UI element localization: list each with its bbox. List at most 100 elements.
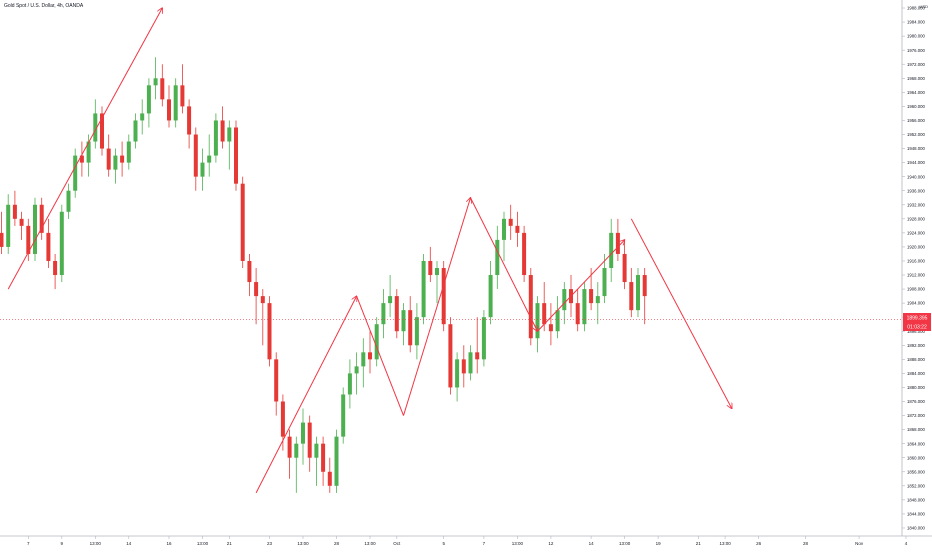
candle [180,64,185,114]
candle [106,134,111,177]
candle-body [602,268,607,297]
candle-body [46,232,51,261]
candle [6,194,11,254]
x-tick-label: 13:00 [364,541,376,546]
candle [642,268,647,325]
candle [247,253,252,297]
trend-arrow[interactable] [537,240,625,332]
candle [33,197,37,261]
candle-body [468,352,473,374]
candle-body [100,113,104,149]
candle [515,211,520,247]
x-tick-label: 14 [126,541,132,546]
candle [435,260,439,304]
candle [401,303,406,346]
candle-body [247,260,252,283]
x-tick-label: 28 [334,541,340,546]
x-tick-label: 14 [589,541,595,546]
trend-arrow[interactable] [630,218,732,409]
candle-body [160,78,165,100]
y-tick-label: 1920.000 [907,245,926,250]
candle-body [589,289,594,304]
candle [140,99,145,135]
y-tick-label: 1876.000 [907,399,926,404]
trend-arrow[interactable] [470,197,538,332]
candle [455,352,460,402]
candle-body [220,120,225,142]
candle-body [0,232,4,247]
candle [441,260,446,332]
countdown-tag [903,322,931,331]
candle-body [93,113,98,142]
candle-body [200,162,205,177]
candle-body [408,310,413,346]
candle-body [140,113,145,121]
candle [582,282,587,332]
trend-arrow[interactable] [403,198,471,416]
y-tick-label: 1852.000 [907,483,926,488]
candle [502,211,506,261]
trend-line[interactable] [356,295,404,416]
candle-body [414,317,419,346]
candle [173,78,178,128]
candle [475,317,480,374]
candle-body [180,85,185,107]
candle-body [522,232,527,276]
candle [12,190,17,226]
candle [146,78,151,128]
x-tick-label: 9 [61,541,64,546]
x-tick-label: Oct [393,541,401,546]
candle [267,296,272,367]
candle [126,134,131,170]
candle [542,282,547,332]
candle-body [26,225,31,254]
candle-body [636,275,640,311]
candle [468,345,473,381]
x-tick-label: Nov [855,541,864,546]
candle-body [106,148,111,170]
candle-body [562,289,567,311]
price-axis[interactable]: 1840.000 1844.000 1848.000 1852.000 1856.000… [901,0,926,536]
x-tick-label: 21 [227,541,233,546]
y-tick-label: 1912.000 [907,273,926,278]
candle-body [354,366,359,374]
candle [448,317,453,395]
candle [636,268,640,318]
candle-body [388,296,393,304]
y-tick-label: 1848.000 [907,497,926,502]
symbol-title[interactable]: Gold Spot / U.S. Dollar, 4h, OANDA [4,3,84,9]
price-tags: 1899.395 01:03:22 [903,313,931,331]
candle [602,253,607,304]
annotations-layer[interactable] [7,8,732,494]
candle-body [508,218,513,226]
candle [615,218,620,261]
trend-arrow[interactable] [255,296,357,494]
candle [19,211,24,240]
candle [555,296,560,339]
trend-arrow[interactable] [7,8,162,290]
candle-body [575,303,580,325]
candle-body [79,155,84,163]
candle [287,429,292,479]
candle [53,253,58,290]
candle-body [475,352,480,360]
candle [120,141,125,177]
y-tick-label: 1944.000 [907,160,926,165]
y-tick-label: 1964.000 [907,90,926,95]
y-tick-label: 1884.000 [907,371,926,376]
x-tick-label: 19 [656,541,662,546]
y-tick-label: 1972.000 [907,62,926,67]
candle-body [294,443,299,458]
y-tick-label: 1840.000 [907,526,926,531]
time-axis[interactable]: 7 9 13:00 14 16 13:00 21 23 13:00 28 13:00 Oct 5 7 13:… [0,535,932,546]
x-tick-label: 13:00 [619,541,631,546]
candle-body [341,394,346,437]
last-price-tag [903,313,931,322]
candle [66,183,71,219]
y-tick-label: 1960.000 [907,104,926,109]
x-tick-label: 7 [483,541,486,546]
candle-body [133,120,138,142]
y-tick-label: 1896.000 [907,329,926,334]
